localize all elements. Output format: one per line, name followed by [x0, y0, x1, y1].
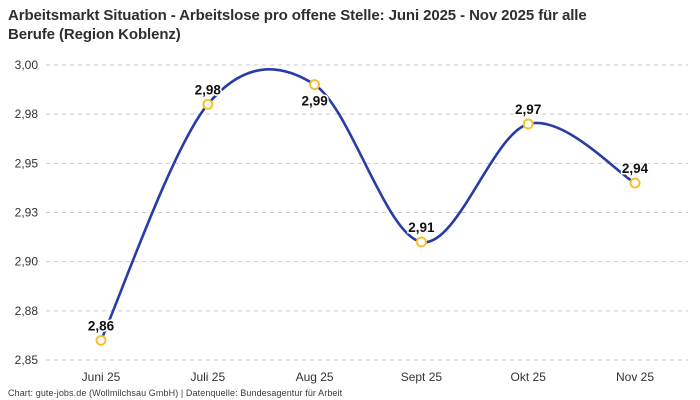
- data-point-label: 2,91: [408, 220, 435, 235]
- y-tick-label: 2,88: [15, 304, 39, 318]
- x-tick-label: Nov 25: [616, 370, 654, 384]
- data-series-line: [99, 68, 637, 342]
- data-point-marker[interactable]: [202, 98, 214, 110]
- data-point-marker[interactable]: [95, 334, 107, 346]
- chart-title: Arbeitsmarkt Situation - Arbeitslose pro…: [8, 6, 688, 44]
- data-point-marker[interactable]: [522, 118, 534, 130]
- data-point-label: 2,98: [195, 82, 222, 97]
- data-point-label: 2,86: [88, 318, 115, 333]
- data-point-label: 2,97: [515, 102, 541, 117]
- data-point-marker[interactable]: [415, 236, 427, 248]
- x-tick-label: Juni 25: [82, 370, 121, 384]
- y-tick-label: 2,98: [15, 107, 39, 121]
- chart-credit: Chart: gute-jobs.de (Wollmilchsau GmbH) …: [8, 388, 343, 398]
- x-tick-label: Aug 25: [296, 370, 334, 384]
- data-point-label: 2,99: [301, 94, 327, 109]
- x-tick-label: Sept 25: [401, 370, 443, 384]
- x-tick-label: Juli 25: [190, 370, 225, 384]
- chart-title-line1: Arbeitsmarkt Situation - Arbeitslose pro…: [8, 7, 587, 24]
- y-tick-label: 2,93: [15, 206, 39, 220]
- y-tick-label: 2,95: [15, 156, 39, 170]
- y-tick-label: 2,85: [15, 353, 39, 367]
- data-point-label: 2,94: [622, 161, 649, 176]
- x-tick-label: Okt 25: [511, 370, 547, 384]
- data-point-marker[interactable]: [629, 177, 641, 189]
- y-tick-label: 2,90: [15, 255, 39, 269]
- y-tick-label: 3,00: [15, 58, 39, 72]
- data-point-marker[interactable]: [309, 79, 321, 91]
- chart-title-line2: Berufe (Region Koblenz): [8, 26, 181, 43]
